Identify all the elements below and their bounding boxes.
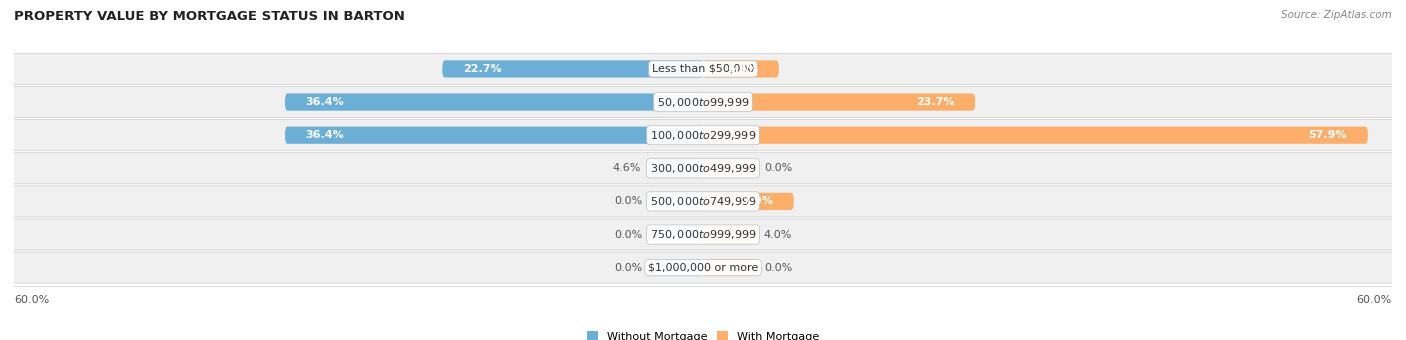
FancyBboxPatch shape: [651, 226, 703, 243]
Text: 0.0%: 0.0%: [763, 263, 792, 273]
Text: 4.0%: 4.0%: [763, 230, 792, 240]
Text: 0.0%: 0.0%: [614, 197, 643, 206]
FancyBboxPatch shape: [703, 160, 755, 177]
FancyBboxPatch shape: [285, 94, 703, 111]
FancyBboxPatch shape: [703, 60, 779, 78]
Text: 6.6%: 6.6%: [727, 64, 758, 74]
Legend: Without Mortgage, With Mortgage: Without Mortgage, With Mortgage: [582, 327, 824, 340]
Text: 0.0%: 0.0%: [614, 230, 643, 240]
Text: 0.0%: 0.0%: [763, 163, 792, 173]
FancyBboxPatch shape: [3, 219, 1403, 250]
FancyBboxPatch shape: [703, 226, 755, 243]
FancyBboxPatch shape: [3, 120, 1403, 151]
FancyBboxPatch shape: [3, 86, 1403, 118]
FancyBboxPatch shape: [703, 259, 755, 276]
FancyBboxPatch shape: [651, 259, 703, 276]
FancyBboxPatch shape: [651, 193, 703, 210]
Text: 7.9%: 7.9%: [742, 197, 773, 206]
Text: Less than $50,000: Less than $50,000: [652, 64, 754, 74]
FancyBboxPatch shape: [443, 60, 703, 78]
Text: 60.0%: 60.0%: [14, 295, 49, 305]
Text: $100,000 to $299,999: $100,000 to $299,999: [650, 129, 756, 142]
FancyBboxPatch shape: [3, 252, 1403, 283]
FancyBboxPatch shape: [285, 126, 703, 144]
Text: $750,000 to $999,999: $750,000 to $999,999: [650, 228, 756, 241]
FancyBboxPatch shape: [650, 160, 703, 177]
FancyBboxPatch shape: [703, 193, 794, 210]
Text: 57.9%: 57.9%: [1309, 130, 1347, 140]
Text: PROPERTY VALUE BY MORTGAGE STATUS IN BARTON: PROPERTY VALUE BY MORTGAGE STATUS IN BAR…: [14, 10, 405, 23]
Text: 22.7%: 22.7%: [463, 64, 502, 74]
FancyBboxPatch shape: [703, 126, 1368, 144]
Text: $1,000,000 or more: $1,000,000 or more: [648, 263, 758, 273]
Text: $300,000 to $499,999: $300,000 to $499,999: [650, 162, 756, 175]
Text: $500,000 to $749,999: $500,000 to $749,999: [650, 195, 756, 208]
Text: 36.4%: 36.4%: [305, 130, 344, 140]
FancyBboxPatch shape: [3, 186, 1403, 217]
Text: 4.6%: 4.6%: [613, 163, 641, 173]
FancyBboxPatch shape: [703, 94, 976, 111]
Text: 60.0%: 60.0%: [1357, 295, 1392, 305]
Text: $50,000 to $99,999: $50,000 to $99,999: [657, 96, 749, 108]
FancyBboxPatch shape: [3, 53, 1403, 85]
Text: 0.0%: 0.0%: [614, 263, 643, 273]
Text: 23.7%: 23.7%: [915, 97, 955, 107]
Text: Source: ZipAtlas.com: Source: ZipAtlas.com: [1281, 10, 1392, 20]
Text: 36.4%: 36.4%: [305, 97, 344, 107]
FancyBboxPatch shape: [3, 153, 1403, 184]
